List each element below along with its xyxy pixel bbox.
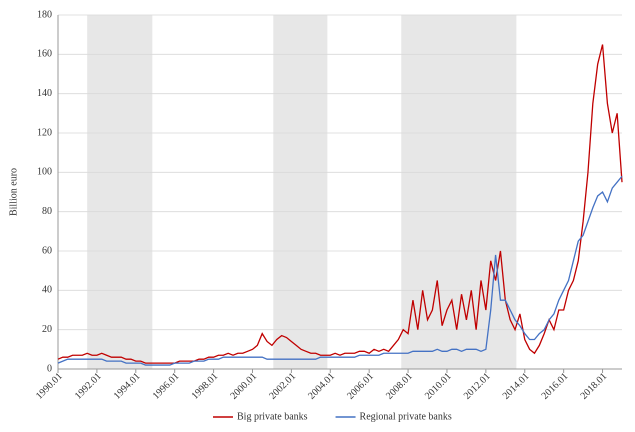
x-tick-label: 1996.01 [151, 371, 182, 402]
y-tick-label: 60 [42, 245, 52, 256]
y-tick-label: 180 [37, 9, 52, 20]
x-tick-label: 2014.01 [501, 371, 532, 402]
x-tick-label: 2008.01 [384, 371, 415, 402]
y-tick-label: 0 [47, 363, 52, 374]
y-tick-label: 140 [37, 88, 52, 99]
x-tick-label: 2000.01 [228, 371, 259, 402]
y-tick-label: 80 [42, 206, 52, 217]
y-tick-label: 120 [37, 127, 52, 138]
y-tick-label: 160 [37, 49, 52, 60]
legend-label: Big private banks [237, 411, 308, 422]
x-tick-label: 1992.01 [73, 371, 104, 402]
x-tick-label: 2004.01 [306, 371, 337, 402]
series-line [57, 44, 623, 364]
shaded-period [273, 15, 328, 369]
x-tick-label: 1990.01 [34, 371, 65, 402]
x-tick-label: 2012.01 [462, 371, 493, 402]
x-tick-label: 2006.01 [345, 371, 376, 402]
x-tick-label: 2002.01 [267, 371, 298, 402]
x-tick-label: 2016.01 [540, 371, 571, 402]
legend-label: Regional private banks [360, 411, 452, 422]
x-tick-label: 1994.01 [112, 371, 143, 402]
shaded-period [87, 15, 153, 369]
y-tick-label: 40 [42, 285, 52, 296]
y-tick-label: 20 [42, 324, 52, 335]
x-tick-label: 2010.01 [423, 371, 454, 402]
x-tick-label: 1998.01 [190, 371, 221, 402]
y-axis-label: Billion euro [8, 168, 19, 216]
y-tick-label: 100 [37, 167, 52, 178]
x-tick-label: 2018.01 [579, 371, 610, 402]
series-line [57, 175, 623, 366]
